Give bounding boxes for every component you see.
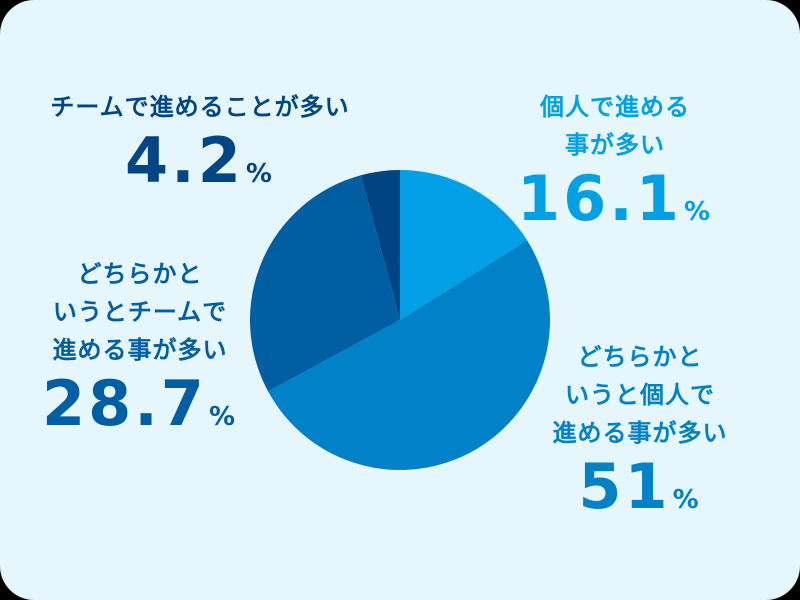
label-text: 進める事が多い xyxy=(52,336,228,364)
pie-slice xyxy=(268,240,550,470)
label-text: どちらかと xyxy=(577,343,703,371)
label-value: 51 xyxy=(578,450,671,523)
label-rather-individual: どちらかと いうと個人で 進める事が多い 51% xyxy=(520,338,760,535)
label-value-row: 51% xyxy=(520,452,760,535)
label-text: いうと個人で xyxy=(565,381,715,409)
label-text: どちらかと xyxy=(77,260,203,288)
percent-sign: % xyxy=(672,485,702,515)
label-value: 16.1 xyxy=(516,162,682,235)
pie-chart xyxy=(250,170,550,470)
label-value-row: 4.2% xyxy=(20,126,380,209)
label-value: 28.7 xyxy=(41,367,207,440)
label-text: 進める事が多い xyxy=(552,419,728,447)
label-value-row: 16.1% xyxy=(490,164,740,247)
label-text: 個人で進める xyxy=(540,93,690,121)
label-value: 4.2 xyxy=(125,124,244,197)
pie-slice xyxy=(400,170,528,320)
percent-sign: % xyxy=(683,197,714,227)
label-rather-team: どちらかと いうとチームで 進める事が多い 28.7% xyxy=(20,255,260,452)
label-team: チームで進めることが多い 4.2% xyxy=(20,88,380,209)
label-value-row: 28.7% xyxy=(20,369,260,452)
label-individual: 個人で進める 事が多い 16.1% xyxy=(490,88,740,247)
label-text: チームで進めることが多い xyxy=(50,93,350,121)
label-text: 事が多い xyxy=(565,131,665,159)
percent-sign: % xyxy=(245,159,275,189)
pie-slice xyxy=(360,170,400,320)
pie-slice xyxy=(250,175,400,392)
label-text: いうとチームで xyxy=(52,298,228,326)
percent-sign: % xyxy=(208,402,239,432)
